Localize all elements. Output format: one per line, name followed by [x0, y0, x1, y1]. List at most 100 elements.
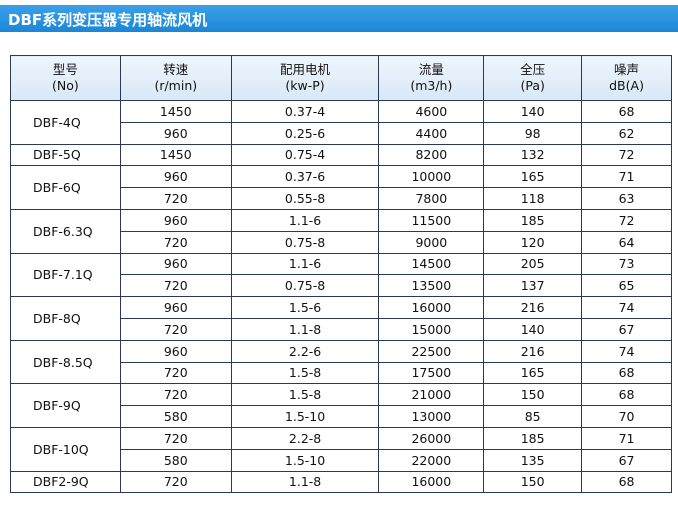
header-line: (m3/h)	[410, 78, 453, 93]
table-cell: 0.75-8	[230, 274, 380, 298]
table-cell: 13500	[378, 274, 485, 298]
table-cell: 216	[483, 339, 583, 363]
table-cell: 137	[483, 274, 583, 298]
column-header: 型号 (No)	[10, 55, 121, 101]
column-header: 配用电机 (kw-P)	[230, 55, 380, 101]
table-cell: 960	[119, 296, 232, 319]
header-line: (r/min)	[154, 78, 198, 93]
column-header: 全压 (Pa)	[483, 55, 583, 101]
table-cell: 68	[581, 383, 672, 407]
table-cell: 16000	[378, 296, 485, 319]
table-cell: 132	[483, 143, 583, 167]
table-row: DBF-9Q 720 1.5-8 21000 150 68	[10, 383, 672, 428]
table-cell: 73	[581, 252, 672, 276]
table-cell: 70	[581, 405, 672, 428]
model-cell: DBF-8.5Q	[10, 339, 121, 385]
table-cell: 64	[581, 230, 672, 254]
model-cell: DBF-4Q	[10, 100, 121, 145]
table-cell: 1450	[119, 143, 232, 167]
table-cell: 140	[483, 317, 583, 341]
table-cell: 720	[119, 317, 232, 341]
table-cell: 0.75-8	[230, 230, 380, 254]
table-cell: 72	[581, 143, 672, 167]
table-cell: 1.5-8	[230, 361, 380, 385]
model-cell: DBF-8Q	[10, 296, 121, 341]
table-cell: 71	[581, 165, 672, 189]
table-cell: 720	[119, 361, 232, 385]
table-row: DBF2-9Q 720 1.1-8 16000 150 68	[10, 470, 672, 494]
table-cell: 26000	[378, 426, 485, 450]
table-cell: 1.1-6	[230, 252, 380, 276]
table-cell: 68	[581, 361, 672, 385]
table-cell: 720	[119, 187, 232, 210]
header-line: 全压	[520, 62, 546, 77]
model-cell: DBF-10Q	[10, 426, 121, 472]
table-cell: 150	[483, 383, 583, 407]
table-cell: 11500	[378, 208, 485, 232]
table-cell: 118	[483, 187, 583, 210]
table-row: 960 0.25-6 4400 98 62	[11, 121, 672, 145]
table-cell: 165	[483, 165, 583, 189]
table-cell: 960	[119, 165, 232, 189]
table-cell: 74	[581, 339, 672, 363]
table-cell: 74	[581, 296, 672, 319]
table-cell: 720	[119, 426, 232, 450]
table-cell: 67	[581, 317, 672, 341]
header-line: dB(A)	[609, 78, 644, 93]
table-row: DBF-8Q 960 1.5-6 16000 216 74	[10, 296, 672, 341]
column-header: 噪声 dB(A)	[581, 55, 672, 101]
table-body: DBF-4Q 1450 0.37-4 4600 140 68 960 0.25-6 4400 98…	[10, 100, 672, 494]
header-line: (No)	[52, 78, 79, 93]
table-cell: 62	[581, 121, 672, 145]
header-line: 配用电机	[280, 62, 331, 77]
table-cell: 720	[119, 274, 232, 298]
table-cell: 71	[581, 426, 672, 450]
table-row: DBF-7.1Q 960 1.1-6 14500 205 73	[10, 252, 672, 298]
table-cell: 1.5-8	[230, 383, 380, 407]
column-header: 转速 (r/min)	[119, 55, 232, 101]
table-row: 580 1.5-10 22000 135 67	[11, 448, 672, 472]
table-cell: 68	[581, 470, 672, 494]
table-cell: 1.1-8	[230, 470, 380, 494]
table-cell: 13000	[378, 405, 485, 428]
table-cell: 960	[119, 121, 232, 145]
table-cell: 17500	[378, 361, 485, 385]
table-cell: 1.5-6	[230, 296, 380, 319]
table-cell: 135	[483, 448, 583, 472]
column-header: 流量 (m3/h)	[378, 55, 485, 101]
table-cell: 216	[483, 296, 583, 319]
table-row: 720 0.75-8 9000 120 64	[11, 230, 672, 254]
header-line: 转速	[163, 62, 189, 77]
table-cell: 960	[119, 208, 232, 232]
table-cell: 150	[483, 470, 583, 494]
table-cell: 4600	[378, 100, 485, 123]
table-cell: 0.37-4	[230, 100, 380, 123]
table-cell: 185	[483, 208, 583, 232]
table-cell: 16000	[378, 470, 485, 494]
table-cell: 22500	[378, 339, 485, 363]
table-cell: 7800	[378, 187, 485, 210]
table-cell: 15000	[378, 317, 485, 341]
header-row: 型号 (No) 转速 (r/min) 配用电机 (kw-P) 流量 (m3/h) 全压 (Pa) 噪…	[10, 55, 672, 101]
table-row: 720 0.75-8 13500 137 65	[11, 274, 672, 298]
model-cell: DBF-9Q	[10, 383, 121, 428]
table-cell: 0.75-4	[230, 143, 380, 167]
table-cell: 580	[119, 405, 232, 428]
table-cell: 65	[581, 274, 672, 298]
table-row: DBF-6.3Q 960 1.1-6 11500 185 72	[10, 208, 672, 254]
title-bar: DBF系列变压器专用轴流风机	[0, 5, 678, 32]
header-line: (kw-P)	[285, 78, 325, 93]
table-cell: 1.5-10	[230, 405, 380, 428]
table-cell: 720	[119, 470, 232, 494]
table-cell: 205	[483, 252, 583, 276]
table-cell: 1.1-6	[230, 208, 380, 232]
table-cell: 165	[483, 361, 583, 385]
spec-table: 型号 (No) 转速 (r/min) 配用电机 (kw-P) 流量 (m3/h) 全压 (Pa) 噪…	[10, 55, 672, 494]
table-cell: 185	[483, 426, 583, 450]
header-line: 噪声	[614, 62, 640, 77]
table-cell: 21000	[378, 383, 485, 407]
table-row: DBF-6Q 960 0.37-6 10000 165 71	[10, 165, 672, 210]
table-row: DBF-8.5Q 960 2.2-6 22500 216 74	[10, 339, 672, 385]
table-cell: 720	[119, 230, 232, 254]
table-cell: 85	[483, 405, 583, 428]
